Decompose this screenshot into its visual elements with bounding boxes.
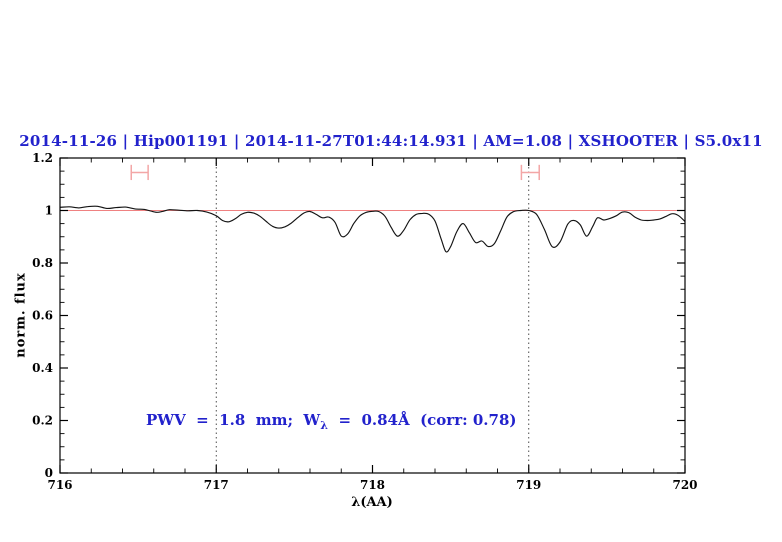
x-tick-label: 717 [204, 478, 229, 492]
y-tick-label: 0.2 [32, 414, 53, 428]
x-tick-label: 716 [47, 478, 72, 492]
pwv-annotation-prefix: PWV = 1.8 mm; W [145, 410, 321, 429]
spectrum-line [59, 205, 686, 253]
y-tick-label: 0.8 [32, 256, 53, 270]
y-tick-label: 0 [45, 466, 53, 480]
y-axis-label: norm. flux [13, 272, 29, 358]
band-marker [130, 164, 149, 181]
x-axis-label: λ(AA) [351, 495, 393, 510]
x-tick-label: 718 [360, 478, 385, 492]
pwv-annotation: PWV = 1.8 mm; Wλ = 0.84Å (corr: 0.78) [146, 411, 517, 432]
y-tick-label: 0.4 [32, 361, 53, 375]
y-tick-label: 0.6 [32, 309, 53, 323]
x-tick-label: 719 [516, 478, 541, 492]
x-tick-label: 720 [672, 478, 697, 492]
band-marker [520, 164, 540, 181]
y-tick-label: 1 [45, 204, 53, 218]
axis-ticks [59, 157, 686, 474]
pwv-annotation-suffix: = 0.84Å (corr: 0.78) [328, 410, 517, 429]
y-tick-label: 1.2 [32, 151, 53, 165]
plot-title: 2014-11-26 | Hip001191 | 2014-11-27T01:4… [19, 132, 763, 150]
pwv-annotation-lambda-subscript: λ [320, 418, 328, 432]
